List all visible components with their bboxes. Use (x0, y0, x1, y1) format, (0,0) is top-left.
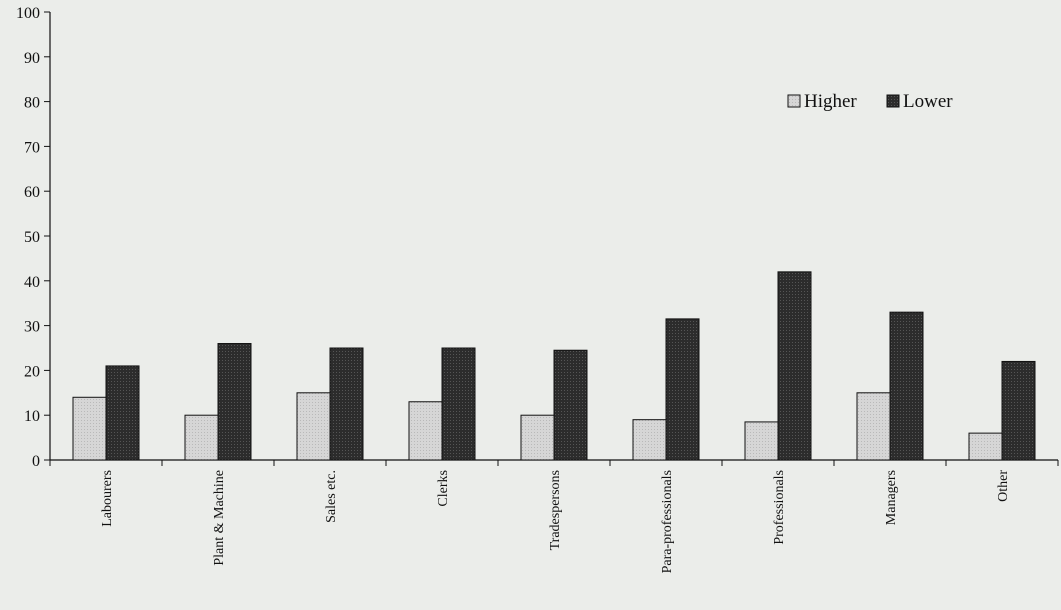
bar-lower-5 (665, 318, 700, 461)
bar-higher-4 (520, 414, 555, 461)
category-label: Professionals (772, 470, 787, 545)
bar-higher-0 (72, 396, 107, 461)
bar-higher-2 (296, 392, 331, 461)
bar-lower-7 (889, 311, 924, 461)
y-tick-label: 30 (24, 319, 40, 336)
legend-swatch-lower (886, 94, 900, 108)
legend: Higher Lower (787, 91, 953, 112)
category-label: Other (996, 470, 1011, 502)
bar-lower-1 (217, 343, 252, 461)
bar-higher-6 (744, 421, 779, 461)
bar-lower-2 (329, 347, 364, 461)
y-tick-label: 90 (24, 50, 40, 67)
category-label: Managers (884, 470, 899, 525)
y-tick-label: 50 (24, 229, 40, 246)
category-label: Plant & Machine (212, 470, 227, 566)
bar-higher-7 (856, 392, 891, 461)
bar-lower-6 (777, 271, 812, 461)
category-labels: Labourers Plant & Machine Sales etc. Clerks… (100, 470, 1011, 574)
category-label: Labourers (100, 470, 115, 527)
bars (72, 271, 1036, 461)
legend-label-higher: Higher (804, 91, 857, 112)
y-tick-label: 10 (24, 408, 40, 425)
y-tick-label: 0 (32, 453, 40, 470)
category-label: Tradespersons (548, 470, 563, 550)
bar-lower-8 (1001, 360, 1036, 461)
bar-higher-8 (968, 432, 1003, 461)
bar-higher-5 (632, 419, 667, 461)
legend-label-lower: Lower (903, 91, 953, 112)
y-tick-label: 40 (24, 274, 40, 291)
category-label: Clerks (436, 470, 451, 507)
category-label: Para-professionals (660, 470, 675, 573)
bar-higher-3 (408, 401, 443, 461)
legend-swatch-higher (787, 94, 801, 108)
y-tick-label: 60 (24, 184, 40, 201)
category-label: Sales etc. (324, 470, 339, 523)
y-tick-label: 70 (24, 139, 40, 156)
bar-lower-0 (105, 365, 140, 461)
y-tick-label: 80 (24, 95, 40, 112)
bar-lower-4 (553, 349, 588, 461)
bar-higher-1 (184, 414, 219, 461)
y-tick-label: 100 (16, 5, 40, 22)
y-tick-label: 20 (24, 363, 40, 380)
bar-lower-3 (441, 347, 476, 461)
